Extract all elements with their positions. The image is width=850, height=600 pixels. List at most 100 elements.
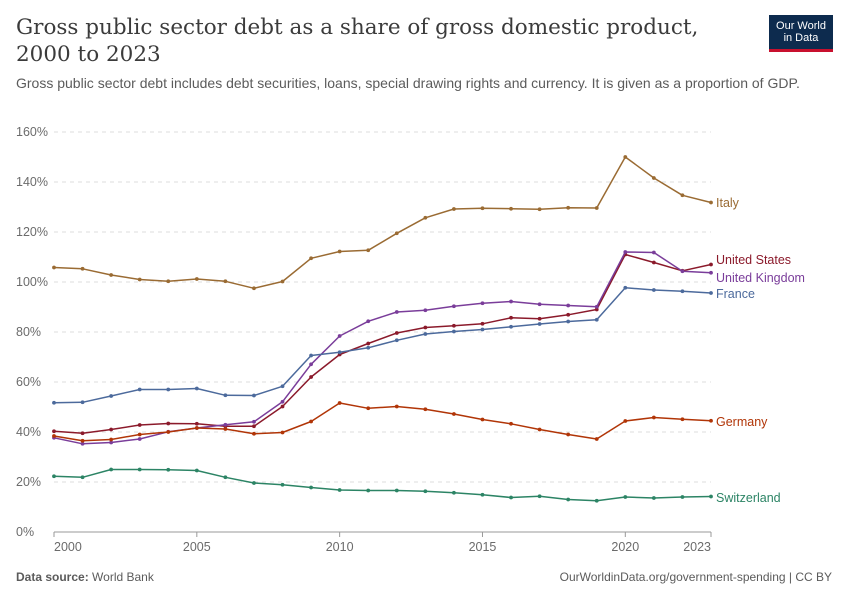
data-point-italy[interactable] xyxy=(480,206,485,211)
data-point-united-states[interactable] xyxy=(166,421,171,426)
series-line-germany[interactable] xyxy=(53,402,712,442)
data-point-germany[interactable] xyxy=(366,406,371,411)
data-point-italy[interactable] xyxy=(194,277,199,281)
source-url[interactable]: OurWorldinData.org/government-spending |… xyxy=(559,570,832,584)
data-point-switzerland[interactable] xyxy=(80,475,85,480)
data-point-united-states[interactable] xyxy=(252,424,256,429)
data-point-italy[interactable] xyxy=(623,155,628,159)
data-point-united-states[interactable] xyxy=(709,262,713,267)
data-point-italy[interactable] xyxy=(537,207,542,212)
data-point-switzerland[interactable] xyxy=(709,494,713,499)
data-point-france[interactable] xyxy=(194,386,199,391)
data-point-france[interactable] xyxy=(623,285,628,290)
data-point-switzerland[interactable] xyxy=(423,489,428,494)
data-point-germany[interactable] xyxy=(423,407,428,412)
data-point-germany[interactable] xyxy=(252,431,256,436)
data-point-germany[interactable] xyxy=(651,415,656,420)
data-point-switzerland[interactable] xyxy=(366,488,371,493)
data-point-united-kingdom[interactable] xyxy=(80,441,85,446)
data-point-united-states[interactable] xyxy=(309,375,313,379)
data-point-united-kingdom[interactable] xyxy=(452,304,456,309)
data-point-italy[interactable] xyxy=(394,231,399,236)
data-point-italy[interactable] xyxy=(280,279,285,284)
data-point-switzerland[interactable] xyxy=(680,495,685,499)
data-point-united-kingdom[interactable] xyxy=(309,362,313,367)
data-point-france[interactable] xyxy=(80,400,85,405)
series-line-switzerland[interactable] xyxy=(53,468,712,502)
data-point-switzerland[interactable] xyxy=(109,467,114,472)
data-point-united-kingdom[interactable] xyxy=(480,301,485,306)
data-point-united-kingdom[interactable] xyxy=(280,399,285,404)
data-point-united-kingdom[interactable] xyxy=(337,334,342,338)
data-point-united-states[interactable] xyxy=(537,316,542,321)
data-point-united-states[interactable] xyxy=(194,421,199,426)
data-point-france[interactable] xyxy=(452,329,456,334)
data-point-united-kingdom[interactable] xyxy=(366,319,371,324)
data-point-france[interactable] xyxy=(337,350,342,355)
data-point-germany[interactable] xyxy=(337,401,342,405)
data-point-italy[interactable] xyxy=(594,206,599,210)
data-point-germany[interactable] xyxy=(280,430,285,435)
data-point-germany[interactable] xyxy=(452,412,456,416)
data-point-united-kingdom[interactable] xyxy=(394,310,399,314)
data-point-united-states[interactable] xyxy=(52,429,56,434)
data-point-italy[interactable] xyxy=(423,215,428,220)
data-point-united-kingdom[interactable] xyxy=(137,437,142,441)
data-point-italy[interactable] xyxy=(680,193,685,198)
data-point-italy[interactable] xyxy=(651,176,656,180)
data-point-germany[interactable] xyxy=(509,421,513,426)
data-point-united-kingdom[interactable] xyxy=(223,422,228,427)
data-point-italy[interactable] xyxy=(166,279,171,284)
data-point-united-states[interactable] xyxy=(137,423,142,427)
data-point-france[interactable] xyxy=(109,394,114,398)
data-point-switzerland[interactable] xyxy=(394,488,399,493)
data-point-germany[interactable] xyxy=(137,432,142,437)
series-line-france[interactable] xyxy=(53,287,712,404)
data-point-italy[interactable] xyxy=(309,256,313,261)
data-point-united-kingdom[interactable] xyxy=(423,308,428,313)
data-point-germany[interactable] xyxy=(537,427,542,432)
data-point-united-states[interactable] xyxy=(80,431,85,436)
data-point-switzerland[interactable] xyxy=(566,497,571,502)
data-point-united-kingdom[interactable] xyxy=(651,250,656,255)
data-point-italy[interactable] xyxy=(80,266,85,271)
data-point-france[interactable] xyxy=(680,289,685,294)
data-point-united-kingdom[interactable] xyxy=(680,269,685,274)
series-line-united-states[interactable] xyxy=(53,253,712,435)
data-point-switzerland[interactable] xyxy=(537,494,542,499)
data-point-france[interactable] xyxy=(223,393,228,398)
data-point-united-states[interactable] xyxy=(566,312,571,317)
data-point-switzerland[interactable] xyxy=(509,495,513,500)
data-point-united-states[interactable] xyxy=(394,331,399,335)
data-point-germany[interactable] xyxy=(623,419,628,423)
data-point-germany[interactable] xyxy=(680,417,685,422)
data-point-france[interactable] xyxy=(709,291,713,295)
data-point-italy[interactable] xyxy=(252,286,256,291)
data-point-italy[interactable] xyxy=(566,205,571,210)
data-point-italy[interactable] xyxy=(366,248,371,253)
data-point-united-states[interactable] xyxy=(509,315,513,320)
data-point-france[interactable] xyxy=(594,317,599,322)
data-point-france[interactable] xyxy=(366,345,371,350)
data-point-switzerland[interactable] xyxy=(194,468,199,473)
data-point-switzerland[interactable] xyxy=(651,496,656,500)
data-point-france[interactable] xyxy=(166,387,171,392)
data-point-united-kingdom[interactable] xyxy=(109,440,114,445)
data-point-germany[interactable] xyxy=(52,434,56,438)
data-point-france[interactable] xyxy=(309,353,313,358)
data-point-united-states[interactable] xyxy=(423,325,428,330)
data-point-germany[interactable] xyxy=(194,426,199,430)
data-point-france[interactable] xyxy=(566,319,571,324)
data-point-switzerland[interactable] xyxy=(480,492,485,497)
data-point-germany[interactable] xyxy=(166,430,171,434)
data-point-germany[interactable] xyxy=(709,418,713,423)
data-point-united-states[interactable] xyxy=(594,307,599,312)
data-point-switzerland[interactable] xyxy=(252,481,256,485)
data-point-united-kingdom[interactable] xyxy=(709,270,713,275)
data-point-germany[interactable] xyxy=(80,438,85,443)
data-point-united-kingdom[interactable] xyxy=(594,304,599,309)
data-point-italy[interactable] xyxy=(509,206,513,211)
data-point-switzerland[interactable] xyxy=(309,485,313,490)
data-point-france[interactable] xyxy=(480,327,485,332)
data-point-switzerland[interactable] xyxy=(52,474,56,479)
